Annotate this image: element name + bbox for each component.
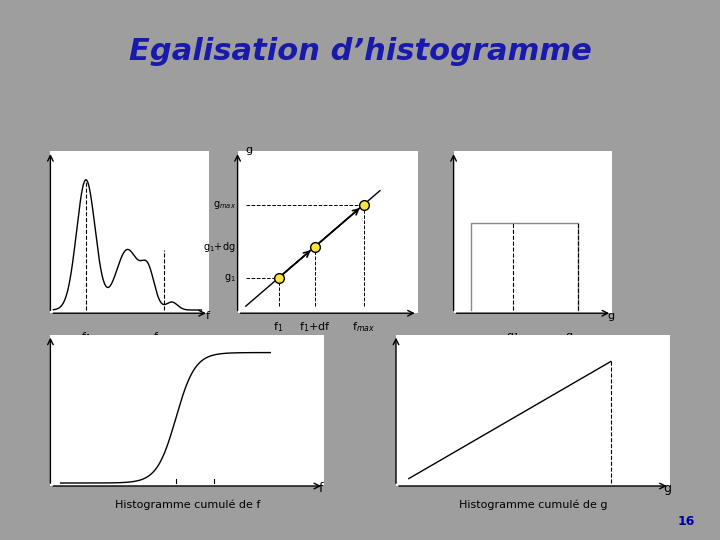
Text: f$_1$: f$_1$: [274, 320, 284, 334]
Text: g: g: [663, 482, 671, 496]
Text: f$_{max}$: f$_{max}$: [153, 330, 176, 345]
Text: g: g: [607, 312, 614, 321]
Text: g$_1$: g$_1$: [506, 330, 520, 343]
Text: f: f: [205, 312, 210, 321]
Text: g$_{max}$: g$_{max}$: [213, 199, 236, 211]
Text: f$_{max}$: f$_{max}$: [352, 320, 375, 334]
Text: Histogramme cumulé de g: Histogramme cumulé de g: [459, 500, 607, 510]
Text: f$_1$: f$_1$: [81, 330, 91, 345]
Text: f: f: [319, 482, 324, 496]
Text: g$_1$+dg: g$_1$+dg: [203, 240, 236, 254]
Text: g$_1$: g$_1$: [224, 272, 236, 284]
Text: g: g: [246, 145, 253, 156]
Text: f$_1$+df: f$_1$+df: [299, 320, 330, 334]
Text: g$_{max}$: g$_{max}$: [565, 330, 591, 343]
Text: Egalisation d’histogramme: Egalisation d’histogramme: [129, 37, 591, 66]
Text: Histogramme cumulé de f: Histogramme cumulé de f: [114, 500, 260, 510]
Text: 16: 16: [678, 515, 695, 528]
